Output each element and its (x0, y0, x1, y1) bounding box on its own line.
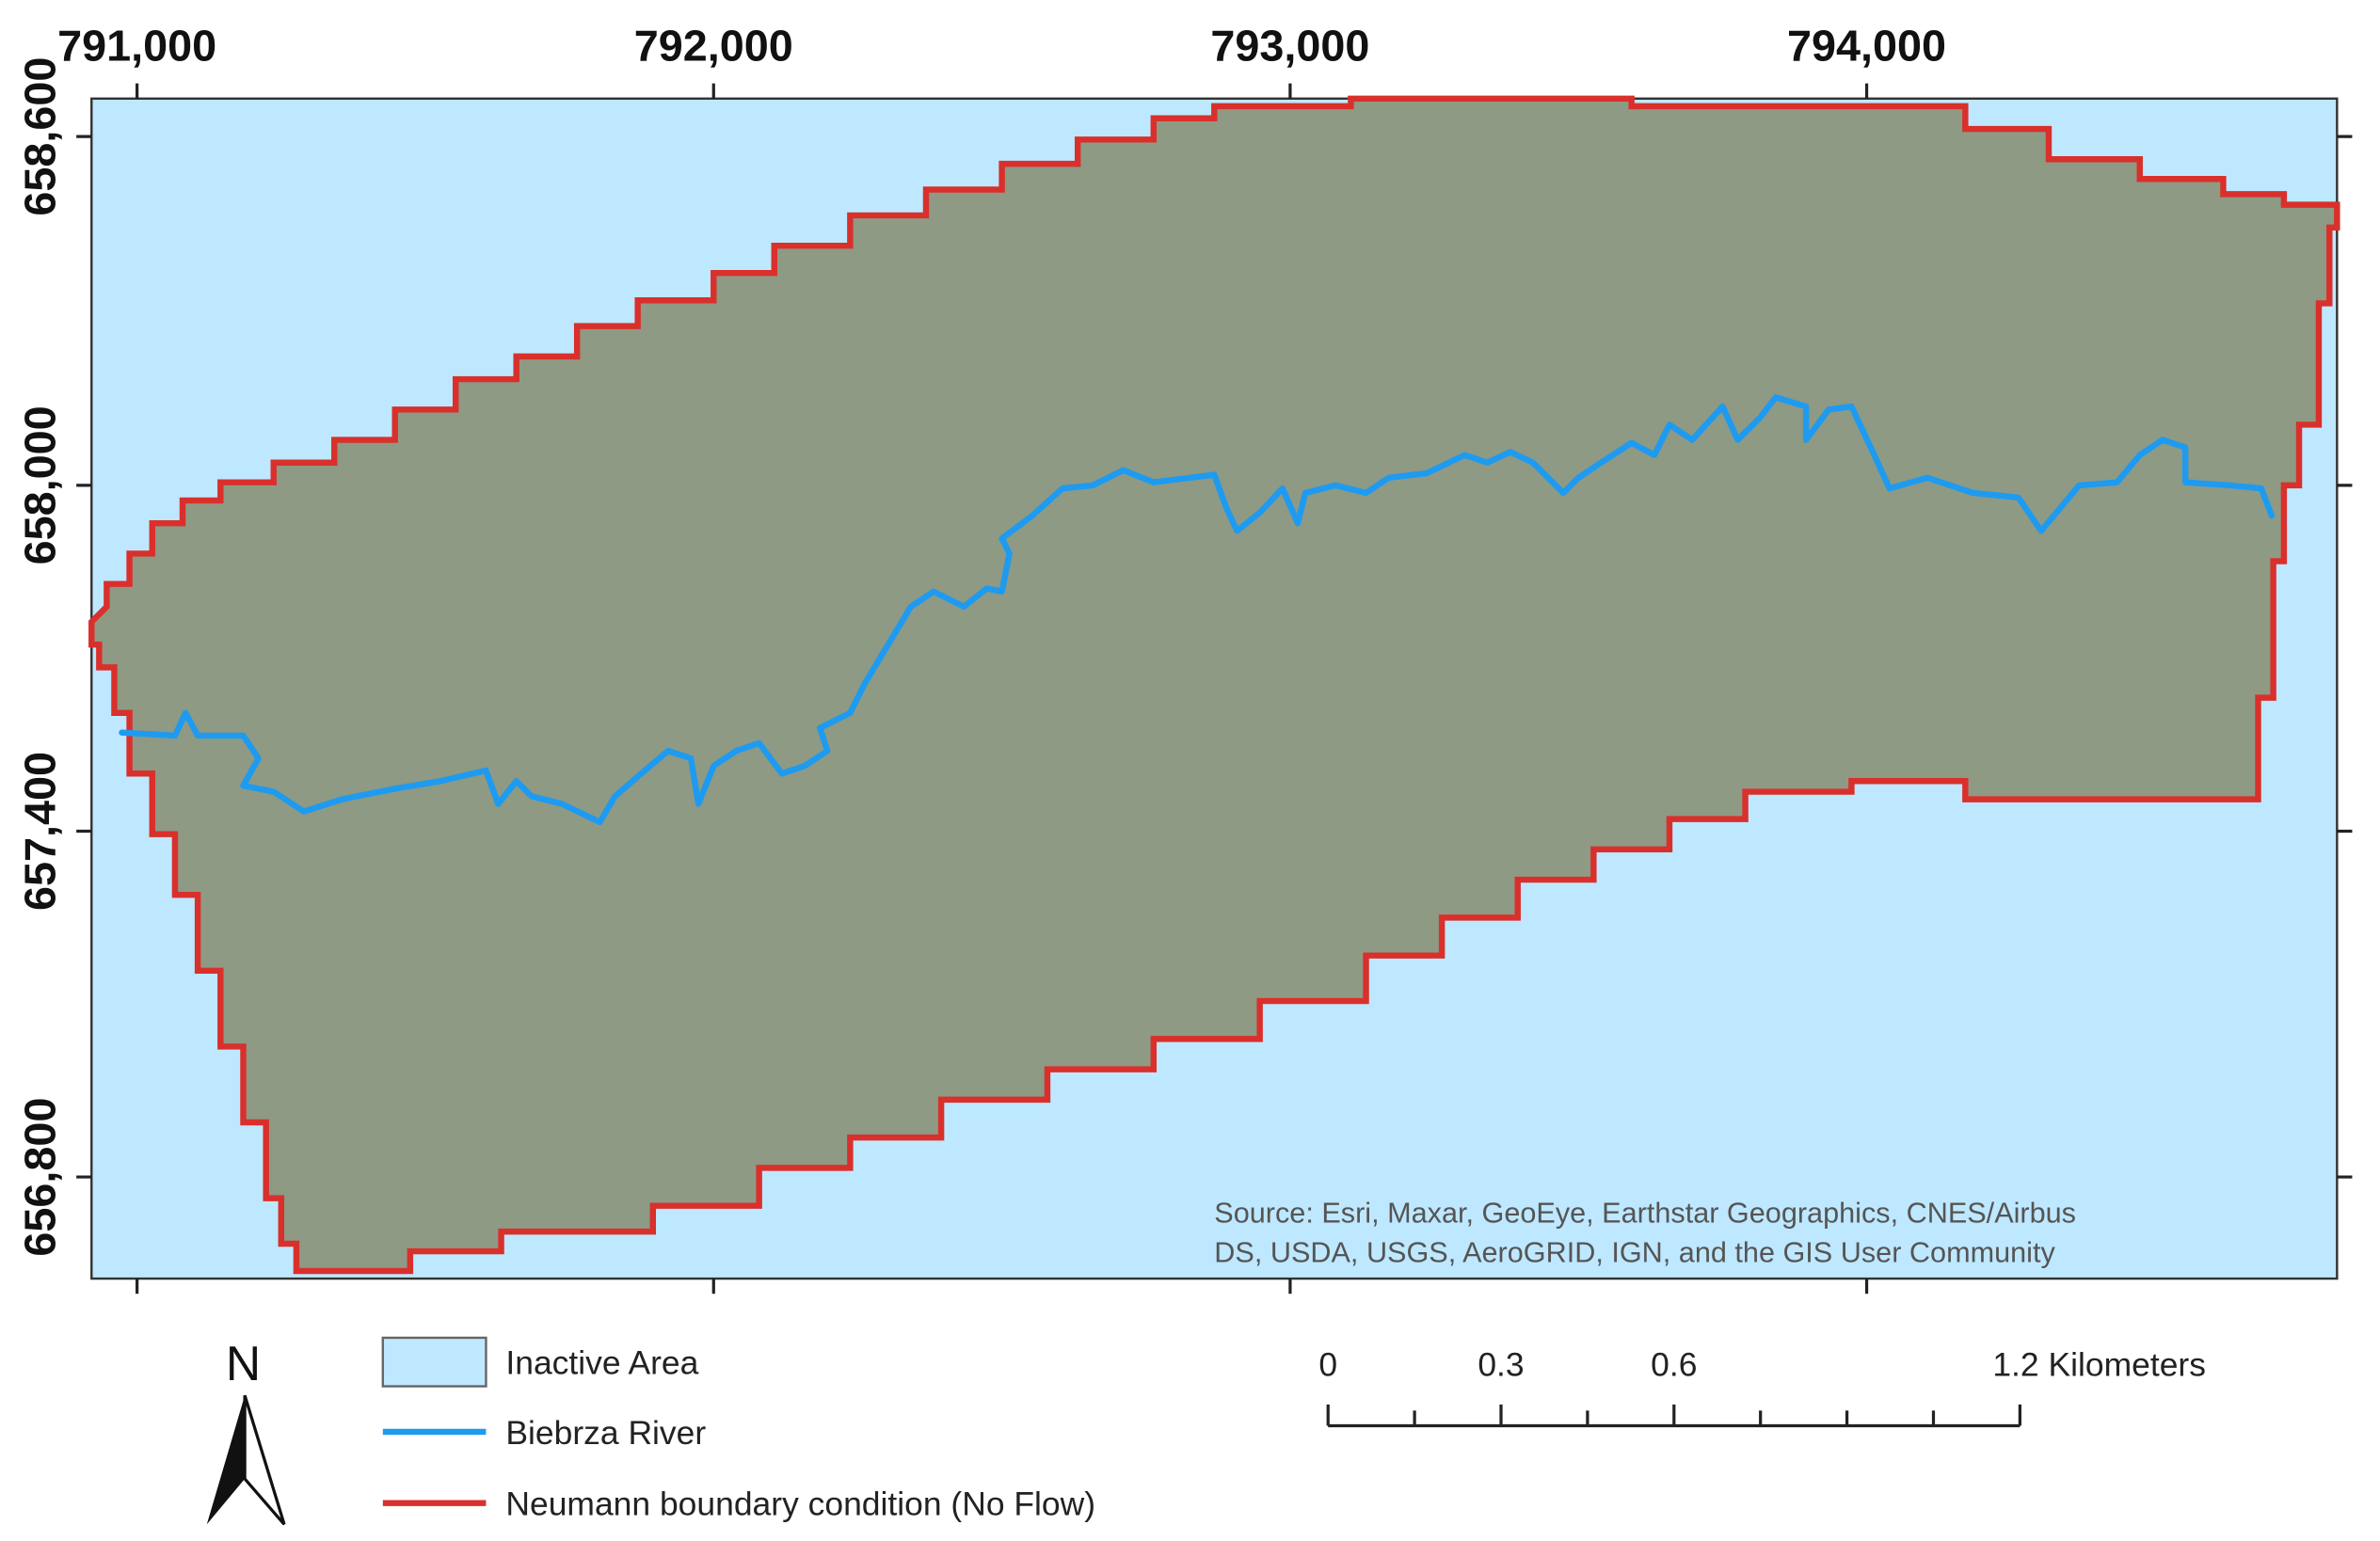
attribution-line: DS, USDA, USGS, AeroGRID, IGN, and the G… (1214, 1236, 2055, 1268)
scale-label: 0 (1318, 1345, 1337, 1383)
y-tick-label: 658,000 (16, 405, 65, 564)
x-tick-label: 791,000 (57, 21, 216, 70)
river (119, 394, 2276, 826)
north-arrow: N (206, 1336, 286, 1526)
y-tick-labels: 658,600 658,000 657,400 656,800 (16, 57, 65, 1257)
scale-labels: 0 0.3 0.6 1.2 Kilometers (1318, 1345, 2206, 1383)
legend: Inactive Area Biebrza River Neumann boun… (381, 1336, 1095, 1523)
x-tick-labels: 791,000 792,000 793,000 794,000 (57, 21, 1946, 70)
legend-swatch (381, 1336, 487, 1388)
graticule (76, 83, 2353, 1295)
legend-label: Neumann boundary condition (No Flow) (505, 1485, 1095, 1523)
y-tick-label: 656,800 (16, 1098, 65, 1257)
attribution-line: Source: Esri, Maxar, GeoEye, Earthstar G… (1214, 1197, 2076, 1229)
arrow-right (243, 1394, 286, 1526)
x-tick-label: 794,000 (1787, 21, 1946, 70)
map-frame: Source: Esri, Maxar, GeoEye, Earthstar G… (88, 95, 2340, 1280)
legend-label: Biebrza River (505, 1414, 706, 1452)
y-tick-label: 657,400 (16, 752, 65, 911)
scale-label: 0.3 (1478, 1345, 1524, 1383)
active-area (88, 95, 2340, 1275)
x-tick-label: 793,000 (1210, 21, 1369, 70)
scale-bar (1326, 1404, 2021, 1428)
north-label: N (226, 1336, 261, 1390)
attribution: Source: Esri, Maxar, GeoEye, Earthstar G… (1214, 1197, 2076, 1268)
arrow-left (206, 1395, 246, 1525)
scale-label: 0.6 (1651, 1345, 1697, 1383)
x-tick-label: 792,000 (634, 21, 793, 70)
legend-label: Inactive Area (505, 1344, 698, 1382)
y-tick-label: 658,600 (16, 57, 65, 216)
scale-label: 1.2 Kilometers (1992, 1345, 2206, 1383)
